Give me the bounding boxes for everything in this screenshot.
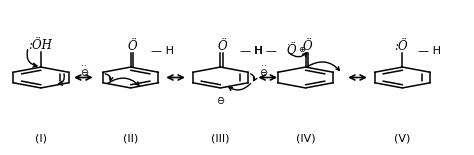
Text: (IV): (IV)	[296, 134, 315, 144]
Text: (V): (V)	[394, 134, 410, 144]
Text: Ö: Ö	[302, 40, 312, 53]
Text: :ÖH: :ÖH	[28, 39, 52, 52]
Text: (II): (II)	[123, 134, 138, 144]
Text: Ö: Ö	[287, 44, 296, 57]
Text: ··: ··	[218, 94, 223, 103]
Text: ··: ··	[81, 62, 87, 71]
Text: H —: H —	[254, 46, 277, 56]
Text: — H: — H	[151, 46, 173, 56]
Text: (III): (III)	[211, 134, 230, 144]
Text: ⊖: ⊖	[217, 96, 225, 106]
Text: (I): (I)	[35, 134, 47, 144]
Text: — H: — H	[418, 46, 440, 56]
Text: Ö: Ö	[127, 40, 137, 53]
Text: ⊖: ⊖	[80, 68, 88, 78]
Text: — H: — H	[240, 46, 264, 56]
Text: ··: ··	[261, 62, 266, 71]
Text: :Ö: :Ö	[395, 40, 408, 53]
Text: Ö: Ö	[217, 40, 227, 53]
Text: ⊕: ⊕	[299, 45, 305, 54]
Text: ··: ··	[287, 41, 293, 50]
Text: ⊖: ⊖	[259, 68, 268, 78]
